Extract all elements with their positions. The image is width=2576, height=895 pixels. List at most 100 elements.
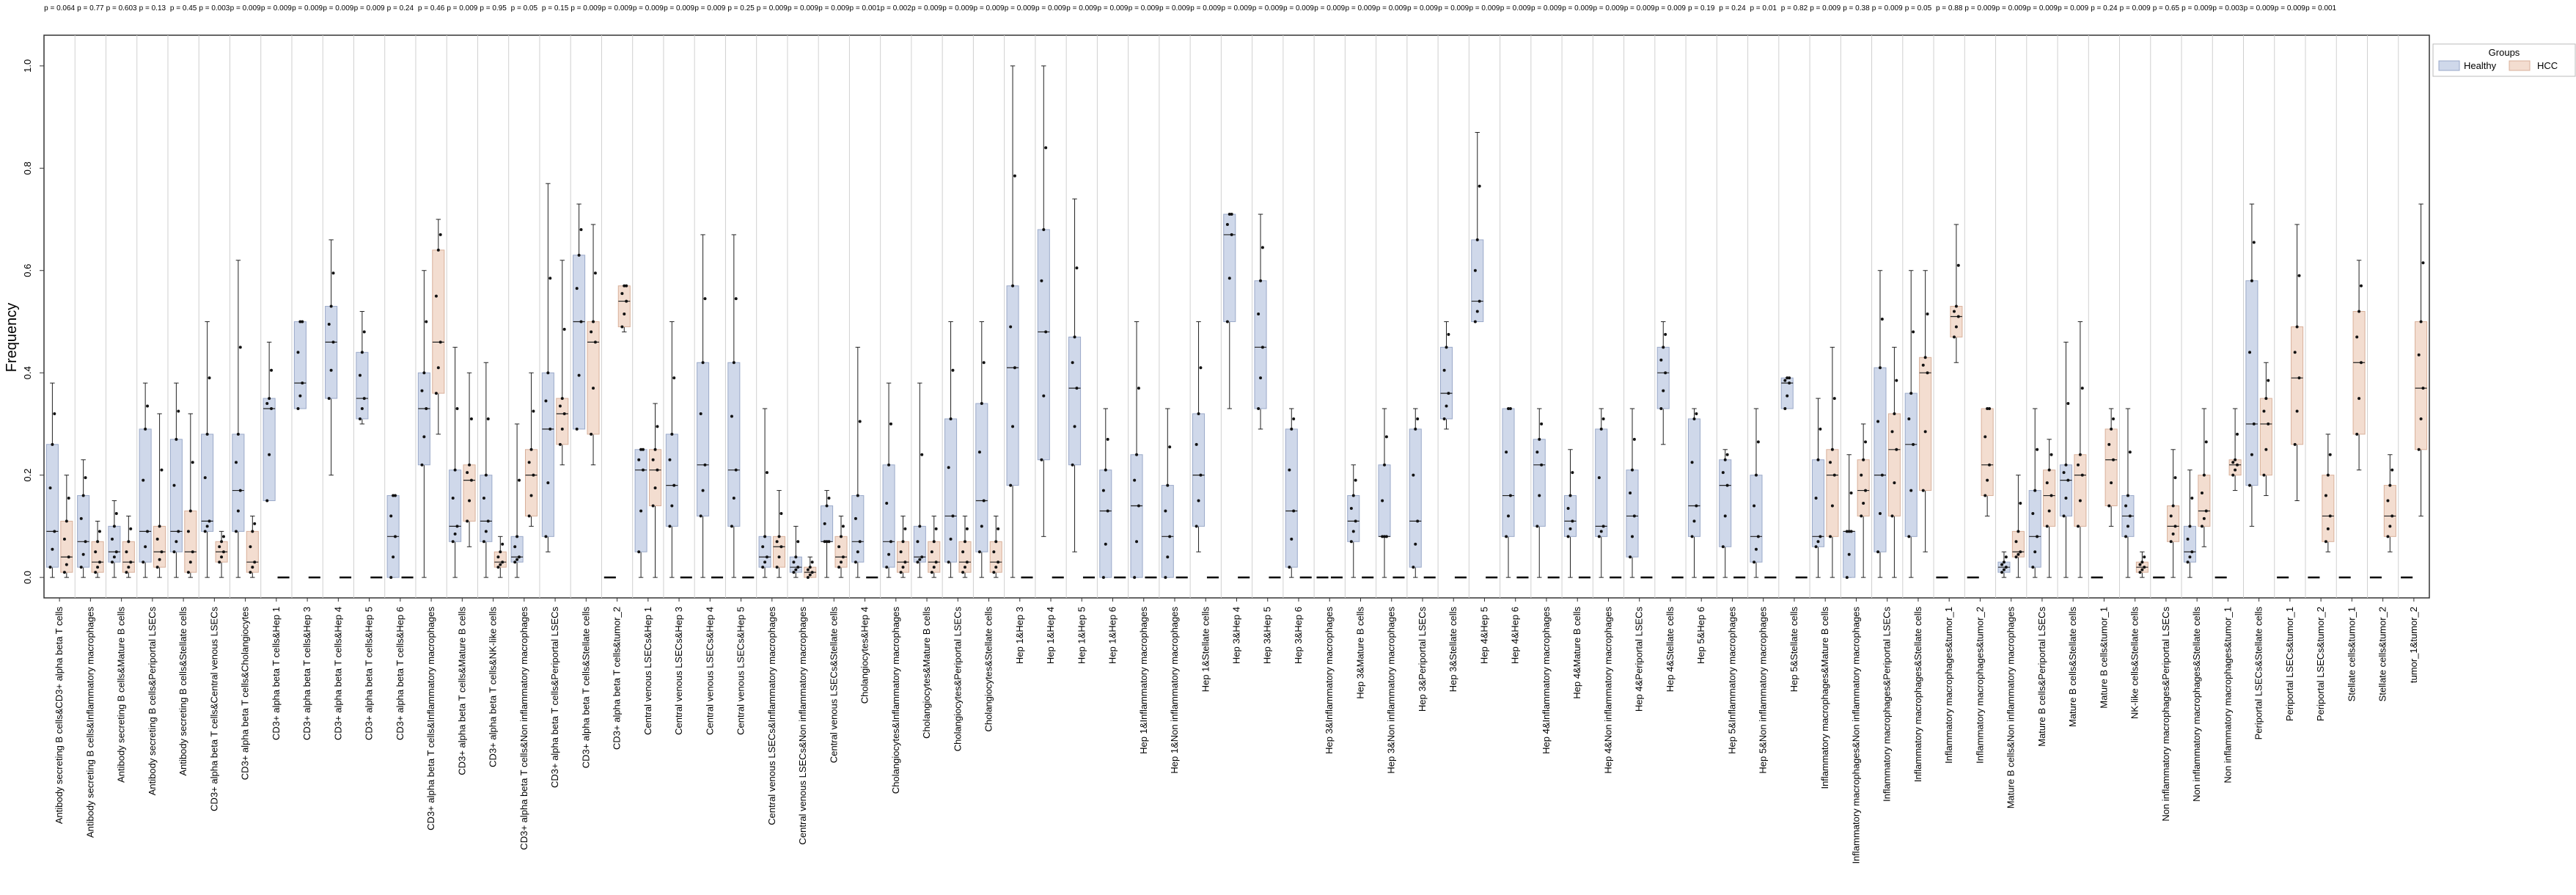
p-value-label: p = 0.009: [1500, 4, 1531, 12]
box-hcc: [2043, 439, 2056, 578]
box-healthy-point: [1664, 332, 1667, 336]
box-hcc: [928, 515, 941, 578]
legend: Groups Healthy HCC: [2432, 43, 2576, 77]
box-hcc-point: [903, 527, 907, 530]
box-hcc-point: [2386, 535, 2390, 538]
box-healthy-point: [1414, 427, 1417, 431]
p-value-label: p = 0.009: [1593, 4, 1623, 12]
box-hcc-point: [96, 540, 100, 544]
box-healthy-point: [1786, 394, 1789, 398]
box-healthy-point: [1659, 358, 1663, 362]
box-healthy: [1409, 408, 1422, 578]
box-hcc-point: [2112, 458, 2116, 461]
box-healthy-point: [1445, 404, 1448, 408]
p-value-label: p = 0.009: [1469, 4, 1500, 12]
box-hcc-point: [2202, 473, 2206, 477]
x-tick-label: CD3+ alpha beta T cells&Non inflammatory…: [518, 607, 529, 850]
p-value-label: p = 0.009: [1562, 4, 1593, 12]
box-healthy-point: [1257, 407, 1261, 411]
box-healthy-point: [703, 463, 707, 467]
box-healthy-point: [1447, 392, 1450, 395]
legend-label-healthy: Healthy: [2464, 60, 2497, 71]
box-healthy-iqr: [634, 449, 647, 552]
box-healthy-point: [732, 497, 735, 500]
box-healthy: [1719, 449, 1732, 578]
box-healthy-point: [1197, 499, 1200, 503]
box-healthy-point: [1756, 535, 1760, 538]
box-healthy: [45, 382, 59, 578]
box-healthy-point: [486, 417, 490, 420]
box-healthy-point: [1571, 471, 1574, 475]
box-healthy-point: [1601, 525, 1605, 528]
box-hcc-point: [656, 425, 659, 428]
box-healthy-point: [1383, 463, 1387, 467]
box-healthy-point: [301, 381, 304, 385]
x-tick-label: Hep 3&Non inflammatory macrophages: [1386, 607, 1397, 774]
box-hcc-point: [160, 550, 164, 554]
x-tick-label: Hep 4&Hep 6: [1510, 607, 1521, 664]
box-healthy-point: [546, 481, 550, 485]
box-hcc-iqr: [2228, 459, 2242, 476]
box-hcc-iqr: [1857, 459, 1870, 516]
box-healthy-point: [1754, 473, 1758, 477]
box-hcc-point: [2417, 448, 2421, 451]
box-healthy-point: [425, 320, 428, 324]
box-hcc-point: [527, 514, 531, 518]
x-tick-label: Mature B cells&Periportal LSECs: [2036, 607, 2047, 747]
box-healthy-point: [1013, 366, 1016, 370]
box-healthy-point: [827, 497, 831, 500]
x-tick-label: CD3+ alpha beta T cells&Hep 1: [271, 607, 282, 740]
box-healthy-point: [358, 373, 362, 377]
box-healthy: [821, 490, 834, 578]
x-tick-label: Central venous LSECs&Hep 5: [735, 607, 746, 735]
p-value-label: p = 0.88: [1936, 4, 1963, 12]
x-tick-label: Hep 5&Hep 6: [1695, 607, 1706, 664]
box-healthy-point: [208, 376, 211, 380]
box-healthy-point: [1292, 509, 1296, 513]
p-value-label: p = 0.009: [974, 4, 1005, 12]
p-value-label: p = 0.24: [2091, 4, 2118, 12]
box-hcc-point: [2262, 409, 2266, 413]
box-healthy-point: [1630, 468, 1634, 472]
box-healthy: [1874, 270, 1887, 578]
box-hcc-point: [2386, 499, 2390, 503]
x-tick-label: Hep 3&Stellate cells: [1447, 607, 1458, 693]
box-healthy-point: [548, 427, 552, 431]
box-hcc-point: [2080, 473, 2084, 477]
box-healthy-point: [1416, 519, 1420, 523]
box-healthy-iqr: [1533, 439, 1546, 527]
p-value-label: p = 0.009: [1407, 4, 1438, 12]
box-healthy-point: [1384, 435, 1388, 439]
box-healthy: [727, 234, 741, 578]
box-healthy-point: [1540, 463, 1544, 467]
box-healthy-point: [918, 525, 922, 528]
box-healthy-point: [79, 566, 83, 569]
box-healthy-point: [394, 494, 397, 497]
box-healthy-point: [1754, 547, 1758, 551]
box-hcc: [772, 490, 786, 578]
box-healthy-point: [515, 558, 519, 561]
box-healthy-point: [1225, 320, 1229, 324]
box-healthy-point: [234, 530, 238, 533]
box-healthy-point: [1847, 552, 1851, 556]
box-hcc-point: [2419, 417, 2423, 420]
box-healthy-point: [422, 371, 426, 375]
box-hcc-point: [532, 473, 535, 477]
box-healthy-point: [1228, 277, 1231, 280]
box-healthy-point: [1445, 346, 1448, 349]
p-value-label: p = 0.009: [230, 4, 261, 12]
box-hcc-point: [777, 535, 781, 538]
box-hcc-point: [468, 463, 471, 467]
box-hcc-point: [1830, 448, 1834, 451]
box-hcc-point: [2236, 432, 2239, 436]
box-hcc-point: [2231, 473, 2235, 477]
x-tick-label: Hep 4&Mature B cells: [1571, 607, 1582, 699]
box-healthy-point: [1659, 407, 1663, 411]
box-hcc-point: [532, 409, 535, 413]
box-hcc-point: [2231, 461, 2235, 464]
box-healthy-point: [112, 555, 116, 559]
box-hcc-point: [2359, 284, 2363, 288]
box-hcc-point: [775, 540, 779, 544]
box-hcc-point: [590, 330, 593, 334]
box-hcc-point: [496, 566, 500, 569]
